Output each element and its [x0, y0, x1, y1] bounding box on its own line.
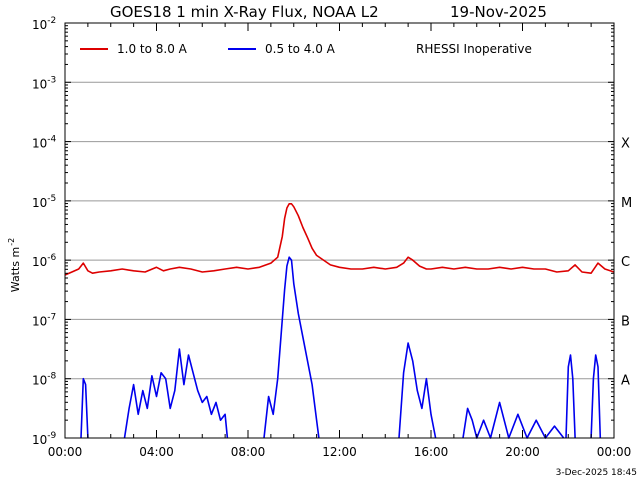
y-tick-label: 10-9 [32, 431, 57, 447]
flare-class-label: C [621, 255, 630, 270]
chart-date: 19-Nov-2025 [450, 3, 547, 21]
x-tick-label: 20:00 [505, 445, 540, 459]
x-tick-label: 16:00 [414, 445, 449, 459]
y-tick-label: 10-7 [32, 312, 56, 328]
series-line-short [565, 354, 576, 439]
flare-class-labels: X M C B A [621, 137, 632, 389]
legend-label-short: 0.5 to 4.0 A [265, 42, 336, 56]
plot-series [64, 203, 615, 439]
legend-label-long: 1.0 to 8.0 A [117, 42, 188, 56]
x-tick-label: 08:00 [231, 445, 266, 459]
series-line-short [398, 342, 437, 439]
y-tick-label: 10-6 [32, 253, 57, 269]
y-tick-label: 10-3 [32, 75, 56, 91]
flare-class-label: A [621, 374, 630, 389]
series-line-short [80, 377, 89, 439]
footer-timestamp: 3-Dec-2025 18:45 [556, 468, 637, 478]
y-tick-label: 10-2 [32, 16, 56, 32]
flare-class-label: M [621, 196, 632, 211]
chart-title: GOES18 1 min X-Ray Flux, NOAA L2 [110, 3, 379, 21]
x-tick-labels: 00:00 04:00 08:00 12:00 16:00 20:00 00:00 [48, 23, 632, 459]
flare-class-label: B [621, 314, 630, 329]
grid-lines [65, 81, 614, 380]
y-tick-labels: 10-2 10-3 10-4 10-5 10-6 10-7 10-8 10-9 [32, 16, 614, 447]
y-tick-label: 10-5 [32, 194, 56, 210]
flare-class-label: X [621, 137, 630, 152]
series-line-long [64, 203, 615, 276]
x-tick-label: 12:00 [322, 445, 357, 459]
y-tick-label: 10-4 [32, 135, 57, 151]
x-tick-label: 00:00 [48, 445, 83, 459]
series-line-short [263, 256, 320, 439]
series-line-short [590, 354, 602, 439]
x-tick-label: 00:00 [597, 445, 632, 459]
series-line-short [462, 401, 565, 439]
rhessi-note: RHESSI Inoperative [416, 42, 532, 56]
plot-frame [64, 22, 615, 439]
series-line-short [123, 348, 229, 439]
y-tick-label: 10-8 [32, 372, 57, 388]
x-tick-label: 04:00 [139, 445, 174, 459]
legend: 1.0 to 8.0 A 0.5 to 4.0 A RHESSI Inopera… [80, 42, 532, 56]
y-axis-label: Watts m-2 [7, 238, 22, 292]
